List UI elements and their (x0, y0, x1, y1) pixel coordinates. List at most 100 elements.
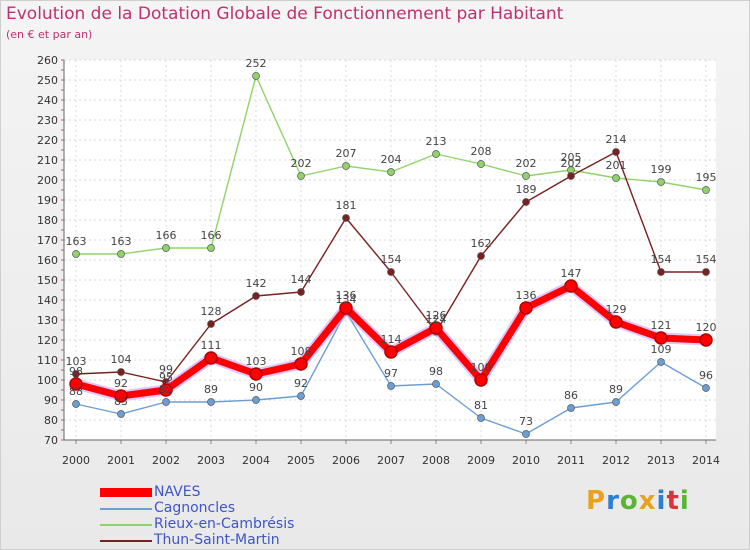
point-thun-saint-martin (207, 320, 215, 328)
point-rieux-en-cambresis (297, 172, 305, 180)
point-thun-saint-martin (522, 198, 530, 206)
y-tick-label: 200 (37, 174, 58, 187)
legend-swatch (100, 540, 152, 542)
legend-swatch (100, 524, 152, 526)
y-tick-label: 220 (37, 134, 58, 147)
data-label-thun-saint-martin: 154 (651, 253, 672, 266)
y-tick-label: 260 (37, 54, 58, 67)
y-tick-label: 180 (37, 214, 58, 227)
logo-letter: o (619, 486, 639, 516)
legend-label: Cagnoncles (154, 500, 236, 516)
data-label-naves: 108 (291, 345, 312, 358)
data-label-thun-saint-martin: 144 (291, 273, 312, 286)
point-naves (699, 333, 713, 347)
point-rieux-en-cambresis (342, 162, 350, 170)
y-tick-label: 190 (37, 194, 58, 207)
proxiti-logo: Proxiti (586, 486, 690, 516)
y-tick-label: 120 (37, 334, 58, 347)
axes: 7080901001101201301401501601701801902002… (37, 54, 720, 467)
x-tick-label: 2000 (62, 454, 90, 467)
point-rieux-en-cambresis (702, 186, 710, 194)
point-rieux-en-cambresis (207, 244, 215, 252)
data-label-cagnoncles: 134 (336, 293, 357, 306)
point-thun-saint-martin (252, 292, 260, 300)
data-label-naves: 114 (381, 333, 402, 346)
point-rieux-en-cambresis (117, 250, 125, 258)
data-label-rieux-en-cambresis: 208 (471, 145, 492, 158)
point-thun-saint-martin (702, 268, 710, 276)
legend-label: NAVES (154, 484, 201, 500)
point-naves (249, 367, 263, 381)
data-label-rieux-en-cambresis: 163 (111, 235, 132, 248)
y-tick-label: 210 (37, 154, 58, 167)
data-label-cagnoncles: 92 (294, 377, 308, 390)
data-label-thun-saint-martin: 99 (159, 363, 173, 376)
data-label-naves: 120 (696, 321, 717, 334)
y-tick-label: 110 (37, 354, 58, 367)
data-label-cagnoncles: 89 (159, 383, 173, 396)
data-label-rieux-en-cambresis: 201 (606, 159, 627, 172)
data-label-naves: 95 (159, 371, 173, 384)
data-label-rieux-en-cambresis: 252 (246, 57, 267, 70)
data-label-naves: 98 (69, 365, 83, 378)
data-label-rieux-en-cambresis: 202 (516, 157, 537, 170)
point-cagnoncles (432, 380, 440, 388)
point-cagnoncles (207, 398, 215, 406)
data-label-naves: 100 (471, 361, 492, 374)
x-tick-label: 2013 (647, 454, 675, 467)
data-label-thun-saint-martin: 154 (696, 253, 717, 266)
series (69, 72, 713, 438)
point-rieux-en-cambresis (657, 178, 665, 186)
data-label-naves: 92 (114, 377, 128, 390)
y-tick-label: 100 (37, 374, 58, 387)
chart-title: Evolution de la Dotation Globale de Fonc… (6, 4, 564, 24)
x-tick-label: 2001 (107, 454, 135, 467)
data-label-naves: 136 (336, 289, 357, 302)
data-label-naves: 136 (516, 289, 537, 302)
data-label-naves: 126 (426, 309, 447, 322)
y-tick-label: 240 (37, 94, 58, 107)
y-tick-label: 70 (44, 434, 58, 447)
data-label-cagnoncles: 89 (204, 383, 218, 396)
data-label-rieux-en-cambresis: 166 (201, 229, 222, 242)
x-tick-label: 2009 (467, 454, 495, 467)
y-tick-label: 130 (37, 314, 58, 327)
y-tick-label: 160 (37, 254, 58, 267)
plot-area (64, 60, 716, 440)
point-rieux-en-cambresis (387, 168, 395, 176)
data-label-naves: 129 (606, 303, 627, 316)
data-label-thun-saint-martin: 142 (246, 277, 267, 290)
y-tick-label: 230 (37, 114, 58, 127)
point-naves (159, 383, 173, 397)
data-label-naves: 121 (651, 319, 672, 332)
data-label-naves: 103 (246, 355, 267, 368)
data-label-cagnoncles: 109 (651, 343, 672, 356)
data-label-naves: 147 (561, 267, 582, 280)
y-tick-label: 80 (44, 414, 58, 427)
point-naves (339, 301, 353, 315)
point-cagnoncles (252, 396, 260, 404)
point-rieux-en-cambresis (72, 250, 80, 258)
point-naves (294, 357, 308, 371)
point-naves (429, 321, 443, 335)
data-label-thun-saint-martin: 154 (381, 253, 402, 266)
data-label-rieux-en-cambresis: 213 (426, 135, 447, 148)
y-tick-label: 140 (37, 294, 58, 307)
data-labels: 88 83 89 89 90 92 134 97 98 81 73 86 89 109 96 163 163 16… (66, 57, 717, 428)
point-naves (564, 279, 578, 293)
point-cagnoncles (297, 392, 305, 400)
x-tick-label: 2002 (152, 454, 180, 467)
point-rieux-en-cambresis (612, 174, 620, 182)
data-label-naves: 111 (201, 339, 222, 352)
logo-letter: P (586, 486, 607, 516)
point-rieux-en-cambresis (522, 172, 530, 180)
logo-letter: i (656, 486, 667, 516)
x-tick-label: 2008 (422, 454, 450, 467)
point-thun-saint-martin (117, 368, 125, 376)
x-tick-label: 2004 (242, 454, 270, 467)
data-label-cagnoncles: 96 (699, 369, 713, 382)
data-label-cagnoncles: 98 (429, 365, 443, 378)
point-cagnoncles (522, 430, 530, 438)
point-cagnoncles (477, 414, 485, 422)
point-rieux-en-cambresis (252, 72, 260, 80)
